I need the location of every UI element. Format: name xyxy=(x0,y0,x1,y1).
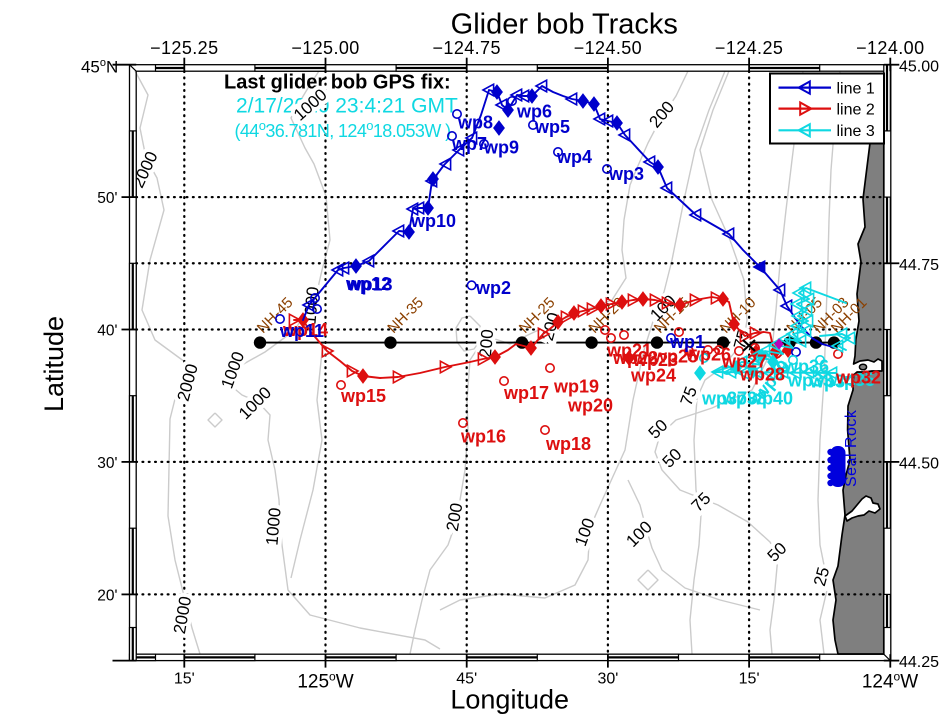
svg-text:Last glider bob GPS fix:: Last glider bob GPS fix: xyxy=(224,72,451,94)
svg-text:wp35: wp35 xyxy=(829,370,875,390)
svg-text:−124.50: −124.50 xyxy=(574,38,642,58)
svg-text:wp24: wp24 xyxy=(630,366,676,386)
svg-text:wp34: wp34 xyxy=(809,372,855,392)
svg-text:30': 30' xyxy=(97,455,117,472)
svg-text:wp8: wp8 xyxy=(457,113,493,133)
svg-text:Longitude: Longitude xyxy=(450,684,569,714)
svg-text:wp28: wp28 xyxy=(739,364,785,384)
svg-text:44.25: 44.25 xyxy=(899,654,939,671)
svg-text:wp36: wp36 xyxy=(783,357,829,377)
svg-text:wp40: wp40 xyxy=(747,388,793,408)
svg-text:line 3: line 3 xyxy=(837,123,875,140)
svg-text:45': 45' xyxy=(456,671,477,688)
svg-text:wp15: wp15 xyxy=(340,386,386,406)
svg-text:wp19: wp19 xyxy=(553,376,599,396)
svg-text:wp5: wp5 xyxy=(534,117,570,137)
svg-text:40': 40' xyxy=(97,322,117,339)
svg-text:wp17: wp17 xyxy=(503,383,549,403)
svg-text:44.75: 44.75 xyxy=(899,257,939,274)
svg-text:wp3: wp3 xyxy=(608,164,644,184)
svg-text:30': 30' xyxy=(597,671,618,688)
svg-text:−124.25: −124.25 xyxy=(715,38,783,58)
svg-text:−124.00: −124.00 xyxy=(856,38,924,58)
svg-text:wp1: wp1 xyxy=(669,332,705,352)
svg-text:wp27: wp27 xyxy=(721,352,767,372)
svg-text:124oW: 124oW xyxy=(862,670,918,693)
svg-text:wp13: wp13 xyxy=(347,274,393,294)
svg-text:wp6: wp6 xyxy=(516,102,552,122)
svg-text:45.00: 45.00 xyxy=(899,58,939,75)
svg-text:45oN: 45oN xyxy=(81,57,118,77)
svg-text:125oW: 125oW xyxy=(297,670,353,693)
svg-text:wp21: wp21 xyxy=(606,341,652,361)
svg-text:Seal Rock: Seal Rock xyxy=(843,409,860,487)
svg-text:wp16: wp16 xyxy=(460,427,506,447)
svg-text:wp22: wp22 xyxy=(612,348,658,368)
svg-text:20': 20' xyxy=(97,587,117,604)
svg-text:wp33: wp33 xyxy=(787,371,833,391)
svg-text:2/17/2010 23:4:21 GMT: 2/17/2010 23:4:21 GMT xyxy=(236,95,458,118)
svg-text:wp7: wp7 xyxy=(451,134,487,154)
svg-text:wp20: wp20 xyxy=(567,396,613,416)
svg-text:wp23: wp23 xyxy=(632,350,678,370)
svg-text:wp25: wp25 xyxy=(652,347,698,367)
svg-text:1000: 1000 xyxy=(262,507,284,546)
svg-text:wp18: wp18 xyxy=(545,434,591,454)
svg-text:wp4: wp4 xyxy=(556,147,592,167)
svg-text:wp32: wp32 xyxy=(835,368,881,388)
svg-text:15': 15' xyxy=(739,671,760,688)
svg-text:wp12: wp12 xyxy=(345,274,391,294)
svg-text:wp37: wp37 xyxy=(701,388,747,408)
svg-text:line 1: line 1 xyxy=(837,80,875,97)
svg-text:wp14: wp14 xyxy=(282,320,328,340)
svg-text:wp38: wp38 xyxy=(721,388,767,408)
svg-text:wp26: wp26 xyxy=(685,345,731,365)
svg-text:wp2: wp2 xyxy=(475,278,511,298)
svg-text:−125.00: −125.00 xyxy=(291,38,359,58)
svg-text:wp11: wp11 xyxy=(279,321,324,341)
svg-text:(44o36.781N, 124o18.053W ): (44o36.781N, 124o18.053W ) xyxy=(235,118,451,141)
svg-text:Glider bob Tracks: Glider bob Tracks xyxy=(451,9,678,41)
svg-text:50': 50' xyxy=(97,190,117,207)
svg-text:−124.75: −124.75 xyxy=(433,38,501,58)
svg-text:wp10: wp10 xyxy=(410,211,456,231)
svg-text:44.50: 44.50 xyxy=(899,456,939,473)
svg-text:wp9: wp9 xyxy=(483,138,519,158)
svg-text:−125.25: −125.25 xyxy=(150,38,218,58)
svg-text:Latitude: Latitude xyxy=(39,316,69,412)
svg-text:line 2: line 2 xyxy=(837,101,875,118)
svg-text:15': 15' xyxy=(174,671,195,688)
